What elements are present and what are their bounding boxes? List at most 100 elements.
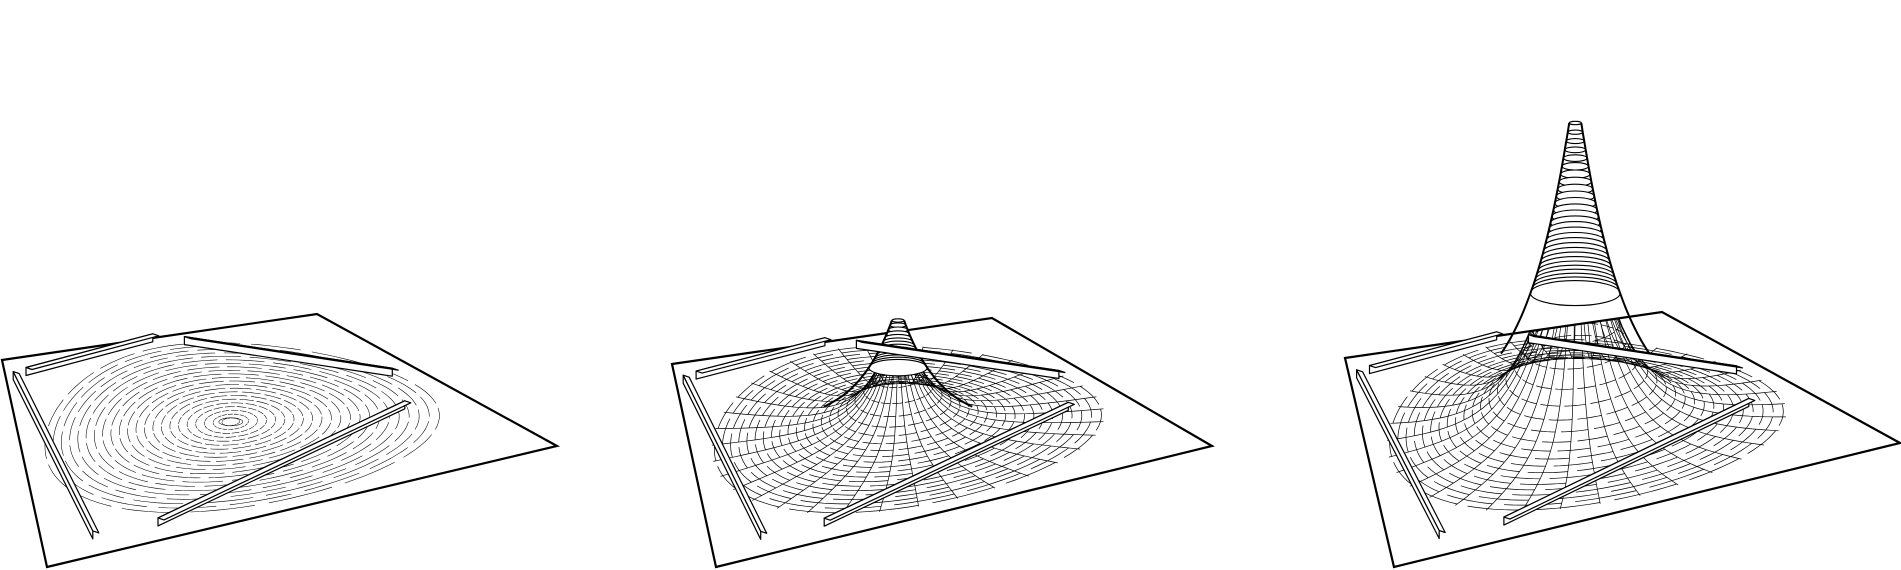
cut-arc <box>969 424 983 436</box>
cut-arc <box>1459 450 1482 464</box>
cut-arc <box>192 433 201 439</box>
cut-arc <box>283 399 296 407</box>
cut-arc <box>110 429 114 446</box>
cut-arc <box>238 433 249 437</box>
cut-arc <box>1553 462 1593 467</box>
cut-arc <box>161 415 166 425</box>
cut-arc <box>274 431 287 439</box>
cut-arc <box>331 401 341 413</box>
cut-arc <box>964 447 995 461</box>
cut-arc <box>845 426 856 433</box>
clamp-bar-back-top <box>25 333 160 371</box>
cut-arc <box>369 447 408 469</box>
cut-arc <box>216 458 244 462</box>
rib <box>1409 312 1569 396</box>
cut-arc <box>1618 371 1631 379</box>
cut-arc <box>1702 377 1725 392</box>
cut-arc <box>854 397 857 403</box>
cut-arc <box>1535 363 1547 368</box>
cut-arc <box>946 458 984 471</box>
cut-arc <box>1038 422 1053 441</box>
cut-arc <box>197 392 215 397</box>
cut-arc <box>248 407 257 411</box>
rib <box>841 339 897 515</box>
cut-arc <box>239 410 247 413</box>
cut-arc <box>213 436 224 438</box>
cut-arc <box>197 429 203 434</box>
cut-arc <box>143 378 168 390</box>
cut-arc <box>262 475 313 489</box>
tower-outline-right <box>1580 122 1651 355</box>
cut-arc <box>413 421 429 443</box>
cut-arc <box>1522 379 1534 386</box>
cut-arc <box>304 472 360 491</box>
cut-arc <box>855 505 919 513</box>
cut-arc <box>846 407 849 415</box>
cut-arc <box>154 466 183 473</box>
cut-arc <box>250 343 301 351</box>
tower-ring <box>1565 138 1585 145</box>
rib <box>1582 312 1762 387</box>
rib <box>905 336 1096 436</box>
cut-arc <box>264 414 267 420</box>
cut-arc <box>756 485 792 499</box>
cut-arc <box>1444 349 1479 366</box>
cut-arc <box>1742 382 1761 401</box>
cut-arc <box>153 433 161 443</box>
cut-arc <box>1649 468 1704 488</box>
cut-arc <box>318 416 323 428</box>
cut-arc <box>1673 377 1690 389</box>
rib <box>1455 312 1572 506</box>
cut-arc <box>121 366 151 380</box>
cut-arc <box>791 368 822 383</box>
cut-arc <box>1764 392 1774 413</box>
cut-arc <box>244 423 248 426</box>
cut-arc <box>898 413 912 417</box>
cut-arc <box>955 376 985 384</box>
cut-arc <box>995 458 1040 479</box>
cut-arc <box>299 401 310 410</box>
cut-arc <box>849 415 857 422</box>
rib <box>1462 312 1571 371</box>
cut-arc <box>240 429 248 432</box>
cut-arc <box>63 387 84 411</box>
cut-arc <box>179 452 200 457</box>
cut-arc <box>832 474 867 478</box>
cut-arc <box>835 396 846 406</box>
cut-arc <box>181 433 189 439</box>
cut-arc <box>1430 436 1441 456</box>
cut-arc <box>67 372 94 395</box>
cut-arc <box>911 436 932 442</box>
cut-arc <box>820 397 834 408</box>
cut-arc <box>758 367 789 386</box>
cut-arc <box>1572 358 1603 361</box>
cut-arc <box>81 377 105 398</box>
cut-arc <box>190 505 255 513</box>
cut-arc <box>77 390 96 413</box>
cut-arc <box>733 404 748 429</box>
cut-arc <box>210 395 227 398</box>
rib <box>713 337 891 462</box>
cut-arc <box>1631 396 1647 406</box>
cut-arc <box>1708 393 1715 409</box>
cut-arc <box>832 427 842 436</box>
cut-arc <box>364 394 379 410</box>
tower-ring <box>1564 146 1587 154</box>
cut-arc <box>1056 422 1072 443</box>
rib <box>1398 312 1568 408</box>
cut-arc <box>395 411 400 430</box>
rib <box>838 332 896 387</box>
cut-arc <box>290 388 311 396</box>
cut-arc <box>191 445 207 449</box>
cut-arc <box>115 489 157 499</box>
cut-arc <box>187 366 220 371</box>
rib <box>777 339 895 509</box>
cut-arc <box>98 465 123 481</box>
cut-arc <box>951 427 968 437</box>
cut-arc <box>1469 371 1492 386</box>
cut-arc <box>248 363 286 369</box>
clamp-bar-right-top <box>183 336 399 371</box>
tower-ring <box>868 358 928 377</box>
cut-arc <box>939 408 948 416</box>
cut-arc <box>821 465 850 472</box>
